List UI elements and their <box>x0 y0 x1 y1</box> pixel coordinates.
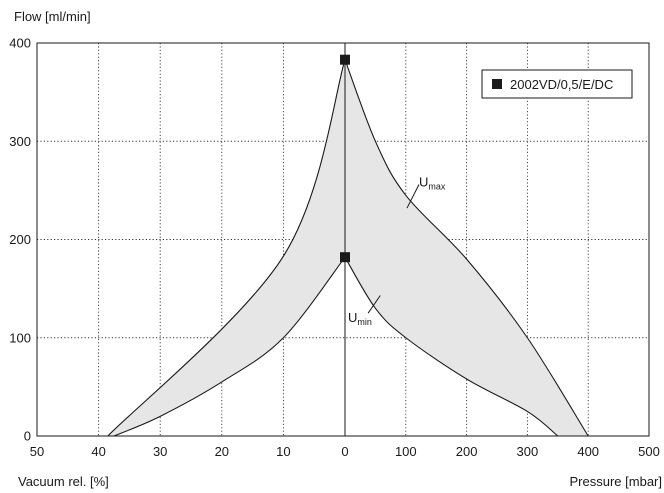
legend-box <box>481 69 633 99</box>
pressure-tick-label: 200 <box>456 444 478 459</box>
vacuum-tick-label: 40 <box>91 444 105 459</box>
umax-leader-line <box>406 184 420 209</box>
data-marker-square <box>340 54 350 65</box>
data-marker-square <box>340 252 350 263</box>
pressure-tick-label: 400 <box>577 444 599 459</box>
curve-umax <box>107 58 589 437</box>
y-tick-label: 400 <box>9 36 31 51</box>
y-tick-label: 200 <box>9 232 31 247</box>
y-tick-label: 0 <box>24 429 31 444</box>
plot-frame <box>36 42 650 437</box>
x-axis-title-vacuum: Vacuum rel. [%] <box>18 474 109 489</box>
legend-label: 2002VD/0,5/E/DC <box>510 77 613 92</box>
umax-label: Umax <box>419 175 446 192</box>
umax-subscript: max <box>428 182 446 192</box>
pressure-tick-label: 500 <box>638 444 660 459</box>
pressure-tick-label: 0 <box>341 444 348 459</box>
y-tick-label: 300 <box>9 134 31 149</box>
chart-curves <box>107 58 589 437</box>
y-tick-label: 100 <box>9 330 31 345</box>
plot-border <box>36 42 650 437</box>
x-axis-title-pressure: Pressure [mbar] <box>570 474 662 489</box>
vacuum-tick-label: 50 <box>30 444 44 459</box>
operating-band <box>107 59 589 436</box>
axis-titles: Flow [ml/min] Vacuum rel. [%] Pressure [mb… <box>14 9 662 489</box>
curve-umin <box>113 256 559 437</box>
pressure-tick-label: 300 <box>517 444 539 459</box>
vacuum-tick-label: 20 <box>215 444 229 459</box>
pressure-tick-label: 100 <box>395 444 417 459</box>
band-fill <box>107 59 589 436</box>
legend-marker <box>492 79 502 89</box>
data-markers <box>340 54 350 263</box>
chart-legend: 2002VD/0,5/E/DC <box>481 69 633 99</box>
umin-leader-line <box>367 295 381 314</box>
vacuum-tick-label: 30 <box>153 444 167 459</box>
umin-subscript: min <box>357 317 372 327</box>
y-axis-title: Flow [ml/min] <box>14 9 91 24</box>
vacuum-tick-label: 10 <box>276 444 290 459</box>
